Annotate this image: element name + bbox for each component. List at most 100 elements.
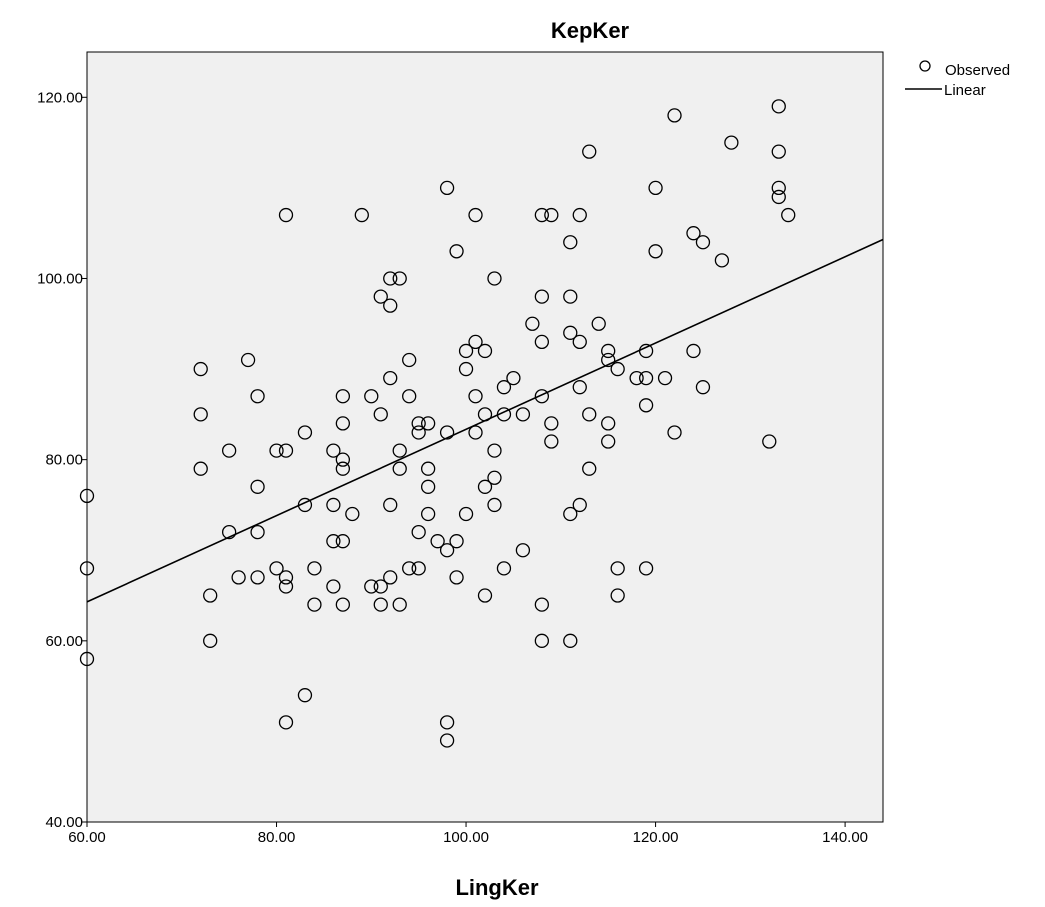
observed-point: [534, 633, 550, 648]
observed-point: [515, 407, 531, 422]
observed-point: [345, 506, 360, 522]
observed-point: [193, 461, 208, 476]
observed-point: [373, 289, 388, 304]
x-axis-title: LingKer: [455, 875, 539, 900]
observed-point: [250, 524, 265, 540]
observed-point: [563, 633, 578, 648]
x-tick-label: 120.00: [633, 829, 679, 846]
observed-point: [79, 488, 95, 504]
legend-linear-label: Linear: [944, 82, 986, 99]
observed-point: [591, 316, 606, 331]
observed-points: [79, 99, 796, 748]
observed-point: [582, 144, 597, 159]
y-ticks: 40.00 60.00 80.00 100.00 120.00: [37, 89, 87, 831]
observed-point: [515, 543, 531, 558]
observed-point: [269, 561, 284, 576]
observed-point: [657, 370, 673, 386]
observed-point: [477, 343, 493, 359]
observed-point: [534, 597, 550, 612]
observed-point: [383, 497, 398, 513]
observed-point: [487, 470, 502, 485]
observed-point: [231, 570, 246, 585]
regression-line: [86, 238, 884, 603]
observed-point: [468, 334, 483, 350]
observed-point: [525, 316, 540, 331]
observed-point: [193, 407, 208, 422]
observed-point: [458, 506, 474, 522]
observed-point: [610, 588, 625, 603]
y-tick-label: 100.00: [37, 270, 83, 287]
observed-point: [402, 352, 417, 368]
observed-point: [420, 416, 436, 431]
observed-point: [240, 352, 256, 368]
observed-point: [648, 180, 663, 196]
observed-point: [449, 534, 464, 549]
observed-point: [420, 461, 436, 476]
observed-point: [487, 443, 502, 458]
observed-point: [572, 497, 587, 513]
observed-point: [402, 561, 417, 576]
observed-point: [411, 524, 426, 540]
observed-point: [383, 570, 398, 585]
x-tick-label: 60.00: [68, 829, 106, 846]
chart-title: KepKer: [551, 18, 630, 43]
observed-point: [572, 334, 587, 350]
observed-point: [193, 361, 208, 377]
observed-point: [411, 416, 426, 431]
observed-point: [582, 407, 597, 422]
observed-point: [250, 479, 265, 494]
y-tick-label: 40.00: [45, 814, 83, 831]
y-tick-label: 120.00: [37, 89, 83, 106]
observed-point: [439, 715, 455, 730]
observed-point: [667, 108, 682, 123]
x-ticks: 60.00 80.00 100.00 120.00 140.00: [68, 822, 868, 846]
observed-point: [297, 688, 313, 703]
regression-line-group: [86, 238, 884, 603]
observed-point: [203, 633, 218, 648]
observed-point: [307, 561, 322, 576]
observed-point: [392, 461, 407, 476]
observed-point: [695, 380, 711, 395]
observed-point: [79, 651, 95, 667]
observed-point: [544, 434, 559, 449]
observed-point: [326, 579, 341, 594]
legend: Observed Linear: [905, 60, 1010, 99]
observed-point: [420, 506, 436, 522]
observed-point: [250, 570, 265, 585]
observed-point: [563, 289, 578, 304]
observed-point: [439, 180, 455, 196]
observed-point: [762, 434, 777, 449]
observed-point: [335, 389, 351, 404]
observed-point: [648, 244, 663, 259]
observed-point: [383, 298, 398, 313]
observed-point: [771, 99, 786, 114]
observed-point: [278, 715, 294, 730]
observed-point: [383, 271, 398, 286]
observed-point: [326, 443, 341, 458]
observed-point: [638, 370, 654, 386]
observed-point: [278, 207, 294, 223]
observed-point: [373, 407, 388, 422]
observed-point: [411, 561, 426, 576]
observed-point: [411, 425, 426, 440]
observed-point: [572, 207, 587, 223]
observed-point: [771, 189, 786, 205]
x-tick-label: 140.00: [822, 829, 868, 846]
observed-point: [420, 479, 436, 494]
observed-point: [610, 561, 625, 576]
observed-point: [278, 570, 294, 585]
observed-point: [373, 579, 388, 594]
observed-point: [439, 543, 455, 558]
observed-point: [496, 380, 512, 395]
observed-point: [335, 461, 351, 476]
observed-point: [392, 443, 407, 458]
observed-point: [430, 534, 445, 549]
observed-point: [458, 343, 474, 359]
observed-point: [667, 425, 682, 440]
observed-point: [534, 334, 550, 350]
observed-point: [714, 253, 730, 268]
observed-point: [771, 180, 786, 196]
observed-point: [392, 271, 407, 286]
observed-point: [203, 588, 218, 603]
